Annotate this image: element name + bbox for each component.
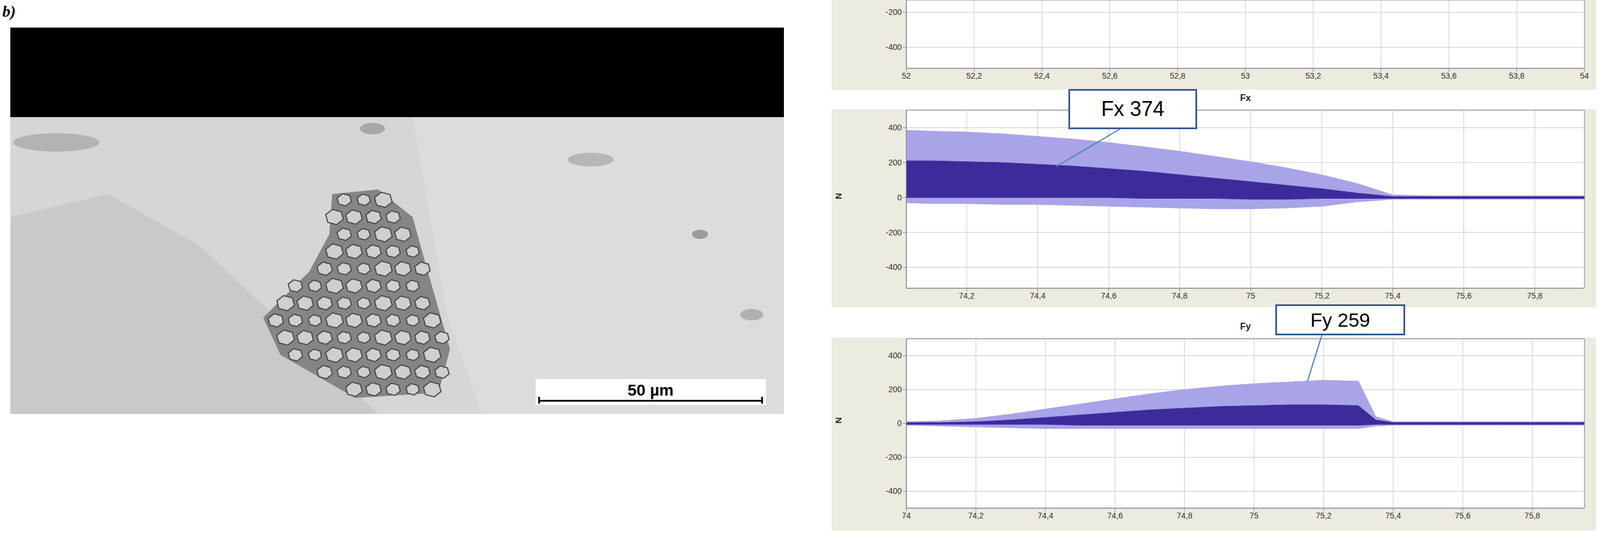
svg-text:74,2: 74,2 bbox=[958, 291, 975, 301]
svg-text:74,8: 74,8 bbox=[1176, 511, 1192, 521]
svg-text:52,6: 52,6 bbox=[1101, 71, 1118, 81]
svg-text:-200: -200 bbox=[885, 452, 902, 463]
svg-text:53: 53 bbox=[1240, 71, 1250, 81]
svg-text:400: 400 bbox=[888, 122, 903, 133]
svg-text:-400: -400 bbox=[885, 42, 902, 52]
svg-text:52,2: 52,2 bbox=[966, 71, 982, 81]
svg-text:74,8: 74,8 bbox=[1171, 291, 1188, 301]
svg-text:53,4: 53,4 bbox=[1372, 71, 1389, 81]
svg-text:74,6: 74,6 bbox=[1106, 511, 1123, 521]
html-text:Fy 259: Fy 259 bbox=[1310, 308, 1371, 331]
svg-text:52: 52 bbox=[901, 71, 911, 81]
svg-text:75,8: 75,8 bbox=[1524, 511, 1541, 521]
svg-text:54: 54 bbox=[1579, 71, 1590, 81]
svg-text:400: 400 bbox=[888, 351, 903, 361]
svg-text:0: 0 bbox=[897, 193, 902, 203]
svg-text:75,2: 75,2 bbox=[1316, 511, 1332, 521]
svg-text:75: 75 bbox=[1249, 511, 1259, 521]
svg-text:75,8: 75,8 bbox=[1527, 291, 1543, 301]
svg-text:75,4: 75,4 bbox=[1385, 291, 1401, 301]
svg-text:74,4: 74,4 bbox=[1029, 291, 1046, 301]
html-text:Fx 374: Fx 374 bbox=[1101, 97, 1165, 121]
svg-text:N: N bbox=[833, 417, 844, 425]
svg-text:74,4: 74,4 bbox=[1037, 511, 1053, 521]
html-text:Fy: Fy bbox=[1240, 321, 1251, 332]
svg-text:53,6: 53,6 bbox=[1440, 71, 1457, 81]
svg-text:200: 200 bbox=[888, 385, 903, 395]
svg-text:200: 200 bbox=[888, 158, 903, 168]
svg-text:75,4: 75,4 bbox=[1385, 511, 1402, 521]
html-text:b): b) bbox=[2, 2, 16, 21]
svg-text:0: 0 bbox=[897, 418, 902, 429]
svg-text:-400: -400 bbox=[885, 486, 902, 496]
svg-text:53,8: 53,8 bbox=[1508, 71, 1525, 81]
svg-text:75,6: 75,6 bbox=[1455, 291, 1472, 301]
svg-text:53,2: 53,2 bbox=[1305, 71, 1321, 81]
svg-text:75: 75 bbox=[1245, 291, 1256, 301]
svg-text:N: N bbox=[833, 193, 844, 200]
svg-text:52,8: 52,8 bbox=[1169, 71, 1186, 81]
svg-text:52,4: 52,4 bbox=[1033, 71, 1050, 81]
svg-text:74,2: 74,2 bbox=[967, 511, 984, 521]
svg-text:74: 74 bbox=[901, 511, 911, 521]
svg-text:-200: -200 bbox=[885, 7, 902, 17]
svg-text:50 µm: 50 µm bbox=[627, 381, 674, 400]
svg-text:-400: -400 bbox=[885, 262, 902, 272]
svg-text:75,2: 75,2 bbox=[1313, 291, 1330, 301]
svg-text:-200: -200 bbox=[885, 228, 902, 238]
svg-text:75,6: 75,6 bbox=[1455, 511, 1471, 521]
svg-text:74,6: 74,6 bbox=[1101, 291, 1117, 301]
html-text:Fx: Fx bbox=[1240, 93, 1251, 103]
